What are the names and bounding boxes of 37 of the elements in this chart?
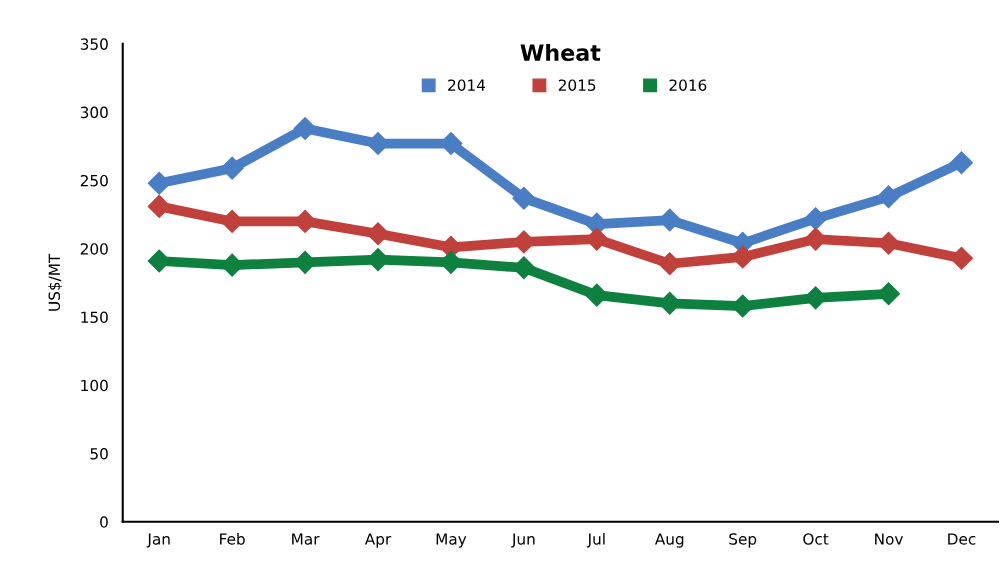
- y-tick-label: 250: [80, 174, 108, 187]
- point: [147, 194, 171, 218]
- point: [220, 156, 244, 180]
- point: [293, 117, 317, 141]
- point: [877, 282, 901, 306]
- point: [877, 185, 901, 209]
- point: [147, 171, 171, 195]
- x-tick-label: Mar: [292, 533, 320, 545]
- x-tick-label: Apr: [364, 533, 392, 548]
- y-axis-title: US$/MT: [48, 253, 63, 311]
- x-tick-label: May: [436, 533, 467, 548]
- y-tick-label: 350: [80, 38, 108, 50]
- x-tick-label: Feb: [220, 532, 245, 545]
- x-tick-label: Aug: [654, 533, 684, 548]
- y-tick-label: 300: [80, 106, 108, 119]
- legend-label: 2016: [669, 79, 707, 91]
- y-tick-label: 50: [90, 448, 108, 460]
- x-tick-label: Nov: [875, 533, 903, 545]
- chart-title: Wheat: [520, 43, 601, 62]
- x-tick-label: Jan: [146, 533, 170, 548]
- point: [949, 151, 973, 175]
- legend-label: 2014: [448, 79, 486, 91]
- point: [949, 246, 973, 270]
- x-tick-label: Oct: [803, 533, 829, 545]
- x-tick-label: Jul: [586, 532, 605, 548]
- x-tick-label: Jun: [511, 533, 535, 548]
- y-tick-label: 100: [81, 379, 108, 392]
- point: [512, 186, 536, 210]
- point: [804, 207, 828, 231]
- y-tick-label: 0: [100, 516, 108, 528]
- y-tick-label: 150: [81, 311, 108, 324]
- x-tick-label: Dec: [948, 533, 976, 545]
- point: [877, 231, 901, 255]
- legend-label: 2015: [558, 79, 596, 91]
- x-tick-label: Sep: [729, 533, 757, 548]
- y-tick-label: 200: [80, 243, 108, 255]
- point: [366, 222, 390, 246]
